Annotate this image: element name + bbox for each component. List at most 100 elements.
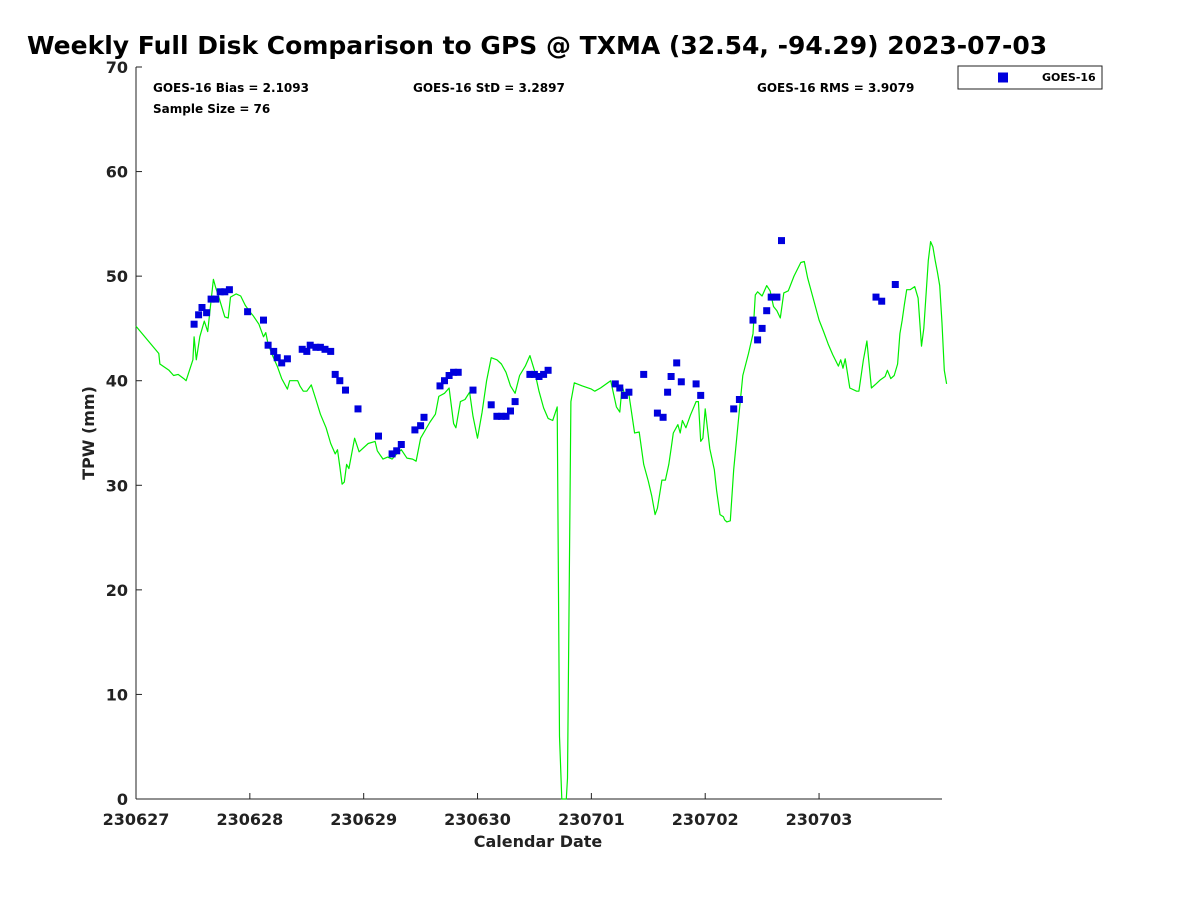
- y-tick-label: 30: [106, 476, 128, 495]
- goes16-point: [221, 288, 229, 296]
- goes16-point: [278, 359, 286, 367]
- goes16-point: [611, 380, 619, 388]
- goes16-point: [303, 347, 311, 355]
- chart-title: Weekly Full Disk Comparison to GPS @ TXM…: [27, 31, 1047, 60]
- goes16-point: [397, 441, 405, 448]
- goes16-point: [878, 297, 886, 305]
- goes16-point: [653, 409, 661, 417]
- goes16-point: [620, 391, 628, 399]
- goes16-point: [544, 366, 552, 374]
- goes16-point: [454, 368, 462, 376]
- goes16-point: [411, 426, 419, 434]
- goes16-point: [273, 354, 281, 362]
- goes16-point: [735, 396, 743, 403]
- goes16-point: [502, 412, 510, 420]
- y-tick-label: 60: [106, 163, 128, 182]
- goes16-point: [203, 309, 211, 317]
- goes16-point: [511, 398, 519, 406]
- y-tick-label: 10: [106, 685, 128, 704]
- goes16-point: [375, 432, 382, 440]
- goes16-point: [298, 345, 306, 353]
- x-tick-label: 230627: [103, 810, 170, 829]
- goes16-point: [673, 359, 681, 367]
- goes16-point: [260, 316, 267, 324]
- goes16-point: [316, 343, 324, 351]
- goes16-series: [190, 237, 899, 458]
- gps-series: [135, 241, 948, 800]
- goes16-point: [507, 407, 514, 415]
- rms-stat: GOES-16 RMS = 3.9079: [757, 81, 914, 95]
- goes16-point: [216, 288, 224, 296]
- goes16-point: [526, 370, 534, 378]
- sample-size-stat: Sample Size = 76: [153, 102, 270, 116]
- legend-box: [957, 65, 1103, 90]
- goes16-point: [487, 401, 495, 409]
- goes16-point: [198, 304, 206, 311]
- x-axis-ticks: 230627 230628 230629 230630 230701 230702 2307…: [103, 793, 853, 829]
- y-tick-label: 40: [106, 372, 128, 391]
- goes16-point: [190, 320, 198, 328]
- goes16-point: [312, 343, 320, 351]
- goes16-point: [730, 405, 738, 413]
- goes16-point: [659, 413, 667, 421]
- std-stat: GOES-16 StD = 3.2897: [413, 81, 565, 95]
- goes16-point: [469, 386, 477, 394]
- goes16-point: [331, 370, 339, 378]
- goes16-point: [754, 336, 762, 344]
- goes16-point: [493, 412, 501, 420]
- goes16-point: [420, 413, 428, 421]
- goes16-point: [763, 307, 771, 315]
- legend-goes16-marker: [998, 72, 1008, 83]
- goes16-point: [677, 378, 685, 386]
- y-axis-label: TPW (mm): [79, 386, 98, 480]
- y-tick-label: 0: [117, 790, 128, 809]
- goes16-point: [625, 388, 633, 396]
- gps-line: [135, 241, 948, 800]
- x-tick-label: 230630: [444, 810, 511, 829]
- y-tick-label: 20: [106, 581, 128, 600]
- goes16-point: [667, 373, 675, 380]
- goes16-point: [244, 308, 252, 316]
- x-tick-label: 230629: [330, 810, 397, 829]
- x-tick-label: 230702: [672, 810, 739, 829]
- goes16-point: [778, 237, 785, 245]
- goes16-point: [441, 377, 448, 385]
- goes16-point: [327, 347, 335, 355]
- goes16-point: [436, 382, 444, 390]
- legend: GOES-16: [957, 65, 1103, 90]
- goes16-point: [264, 341, 272, 349]
- goes16-point: [321, 345, 329, 353]
- x-tick-label: 230701: [558, 810, 625, 829]
- goes16-point: [195, 311, 203, 319]
- goes16-point: [388, 450, 396, 458]
- y-axis-ticks: 0 10 20 30 40 50 60 70: [106, 58, 142, 809]
- y-tick-label: 50: [106, 267, 128, 286]
- goes16-point: [767, 293, 775, 301]
- goes16-point: [306, 341, 314, 349]
- x-tick-label: 230628: [216, 810, 283, 829]
- goes16-point: [697, 391, 705, 399]
- goes16-point: [342, 386, 349, 394]
- plot-area: [135, 67, 942, 800]
- goes16-point: [270, 347, 278, 355]
- goes16-point: [445, 372, 453, 379]
- goes16-point: [530, 370, 538, 378]
- x-axis-label: Calendar Date: [474, 832, 603, 851]
- goes16-point: [692, 380, 700, 388]
- goes16-point: [891, 281, 899, 288]
- goes16-point: [535, 373, 543, 380]
- goes16-point: [640, 370, 648, 378]
- goes16-point: [749, 316, 757, 324]
- goes16-point: [872, 293, 880, 301]
- goes16-point: [393, 447, 401, 455]
- goes16-point: [354, 405, 362, 413]
- goes16-point: [758, 324, 766, 332]
- goes16-point: [336, 377, 344, 385]
- bias-stat: GOES-16 Bias = 2.1093: [153, 81, 309, 95]
- x-tick-label: 230703: [786, 810, 853, 829]
- goes16-point: [450, 368, 458, 376]
- goes16-point: [616, 384, 624, 392]
- goes16-point: [207, 295, 215, 303]
- legend-goes16-label: GOES-16: [1042, 71, 1096, 84]
